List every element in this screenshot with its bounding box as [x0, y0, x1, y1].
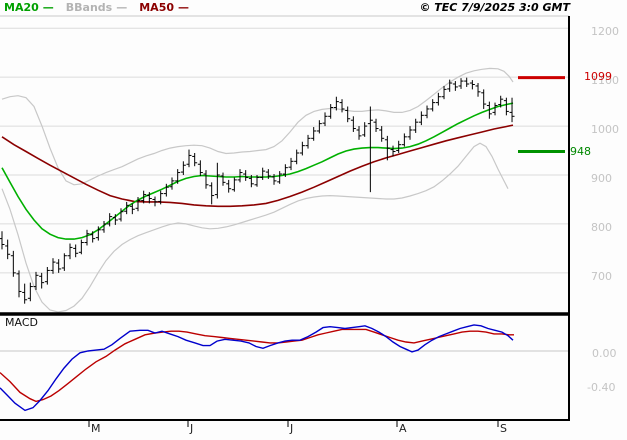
y-tick-700: 700 [591, 270, 612, 283]
x-tick-may: M [91, 422, 101, 435]
y-tick-1200: 1200 [591, 25, 619, 38]
copyright-text: © TEC 7/9/2025 3:0 GMT [419, 1, 570, 14]
macd-tick-zero: 0.00 [592, 347, 617, 360]
legend: MA20— BBands — MA50— [4, 1, 189, 14]
x-tick-june: J [190, 422, 194, 435]
macd-signal-line [0, 328, 514, 403]
legend-ma20-swatch: — [42, 1, 54, 14]
legend-ma50-swatch: — [178, 1, 190, 14]
legend-ma50-label: MA50 [139, 1, 175, 14]
bollinger-upper-band [1, 67, 514, 186]
legend-bbands-label: BBands [65, 1, 113, 14]
ma50-line [1, 124, 514, 208]
x-tick-july: J [290, 422, 294, 435]
macd-main-line [0, 324, 514, 412]
legend-ma20-label: MA20 [4, 1, 39, 14]
macd-panel-title: MACD [5, 316, 38, 329]
y-tick-1000: 1000 [591, 123, 619, 136]
legend-bbands-swatch: — [116, 1, 128, 14]
macd-tick-neg040: -0.40 [587, 381, 616, 394]
y-tick-1100: 1100 [591, 74, 619, 87]
x-tick-september: S [500, 422, 507, 435]
bollinger-lower-band [1, 142, 509, 313]
ma20-line [1, 102, 514, 240]
support-level-label: 948 [570, 145, 591, 158]
y-tick-900: 900 [591, 172, 612, 185]
x-tick-august: A [399, 422, 407, 435]
legend-item-ma20[interactable]: MA20— [4, 1, 54, 14]
legend-item-bbands[interactable]: BBands — [66, 1, 127, 14]
resistance-level-label: 1099 [584, 70, 612, 83]
y-tick-800: 800 [591, 221, 612, 234]
legend-item-ma50[interactable]: MA50— [139, 1, 189, 14]
ohlc-bars [0, 77, 515, 304]
